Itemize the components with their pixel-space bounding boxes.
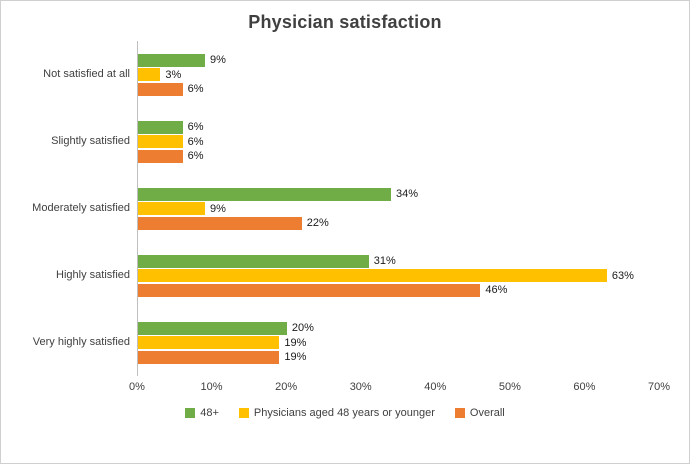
legend-label: 48+ xyxy=(200,407,219,419)
bar-row: 31% xyxy=(138,254,659,268)
x-axis-tick-label: 50% xyxy=(498,381,521,393)
x-axis-tick-label: 30% xyxy=(349,381,372,393)
data-label: 63% xyxy=(611,269,634,282)
bar-younger xyxy=(138,269,607,282)
bar-row: 19% xyxy=(138,350,659,364)
x-axis-tick-label: 0% xyxy=(129,381,145,393)
data-label: 20% xyxy=(291,322,314,334)
category-bar-group: 34% 9% 22% xyxy=(137,175,659,242)
x-axis-tick-label: 70% xyxy=(647,381,671,393)
bar-younger xyxy=(138,68,161,81)
data-label: 19% xyxy=(284,336,307,349)
category-bar-group: 9% 3% 6% xyxy=(137,41,659,108)
category-bar-group: 20% 19% 19% xyxy=(137,309,659,376)
x-axis-tick-label: 10% xyxy=(200,381,223,393)
legend-item-overall: Overall xyxy=(454,407,505,419)
bar-younger xyxy=(138,336,280,349)
category-label: Highly satisfied xyxy=(56,268,130,281)
data-label: 6% xyxy=(187,121,204,133)
x-axis: 0% 10% 20% 30% 40% 50% 60% 70% xyxy=(129,379,670,399)
data-label: 34% xyxy=(396,188,419,200)
bar-younger xyxy=(138,202,205,215)
data-label: 22% xyxy=(306,217,329,229)
bar-48plus xyxy=(138,254,369,268)
bar-row: 9% xyxy=(138,53,659,67)
bar-overall xyxy=(138,216,302,230)
data-label: 6% xyxy=(187,135,204,148)
x-axis-tick-label: 60% xyxy=(573,381,596,393)
bar-row: 46% xyxy=(138,283,659,297)
bar-row: 22% xyxy=(138,216,659,230)
category-label: Moderately satisfied xyxy=(32,201,130,214)
bar-48plus xyxy=(138,321,287,335)
chart-title: Physician satisfaction xyxy=(248,12,442,32)
category-bar-group: 6% 6% 6% xyxy=(137,108,659,175)
data-label: 6% xyxy=(187,83,204,95)
bar-48plus xyxy=(138,53,205,67)
legend-swatch-icon xyxy=(185,408,196,418)
legend-item-48plus: 48+ xyxy=(185,407,219,419)
bar-row: 3% xyxy=(138,68,659,81)
category-label: Slightly satisfied xyxy=(51,134,130,147)
bar-row: 9% xyxy=(138,202,659,215)
bar-row: 6% xyxy=(138,149,659,163)
category-label: Very highly satisfied xyxy=(32,335,130,348)
legend-swatch-icon xyxy=(454,408,465,418)
data-label: 19% xyxy=(284,351,307,363)
bar-row: 34% xyxy=(138,187,659,201)
legend-item-younger: Physicians aged 48 years or younger xyxy=(238,407,435,419)
category-label: Not satisfied at all xyxy=(43,67,130,80)
legend-swatch-icon xyxy=(238,408,249,418)
x-axis-tick-label: 40% xyxy=(424,381,447,393)
data-label: 6% xyxy=(187,150,204,162)
bar-48plus xyxy=(138,120,183,134)
category-bar-group: 31% 63% 46% xyxy=(137,242,659,309)
data-label: 3% xyxy=(165,68,182,81)
bar-overall xyxy=(138,82,183,96)
data-label: 31% xyxy=(373,255,396,267)
bar-overall xyxy=(138,350,280,364)
bar-row: 6% xyxy=(138,82,659,96)
bar-overall xyxy=(138,149,183,163)
data-label: 46% xyxy=(485,284,508,296)
xaxis-spacer xyxy=(7,376,137,399)
bar-overall xyxy=(138,283,481,297)
plot-area: Not satisfied at all 9% 3% 6% Slightly satis… xyxy=(7,41,670,399)
bar-row: 19% xyxy=(138,336,659,349)
bar-row: 20% xyxy=(138,321,659,335)
data-label: 9% xyxy=(209,202,226,215)
data-label: 9% xyxy=(209,54,226,66)
legend-label: Physicians aged 48 years or younger xyxy=(253,407,435,419)
legend-label: Overall xyxy=(469,407,505,419)
chart-legend: 48+ Physicians aged 48 years or younger Ov… xyxy=(1,407,689,419)
bar-row: 6% xyxy=(138,120,659,134)
bar-younger xyxy=(138,135,183,148)
bar-row: 63% xyxy=(138,269,659,282)
x-axis-tick-label: 20% xyxy=(275,381,298,393)
bar-row: 6% xyxy=(138,135,659,148)
bar-48plus xyxy=(138,187,392,201)
